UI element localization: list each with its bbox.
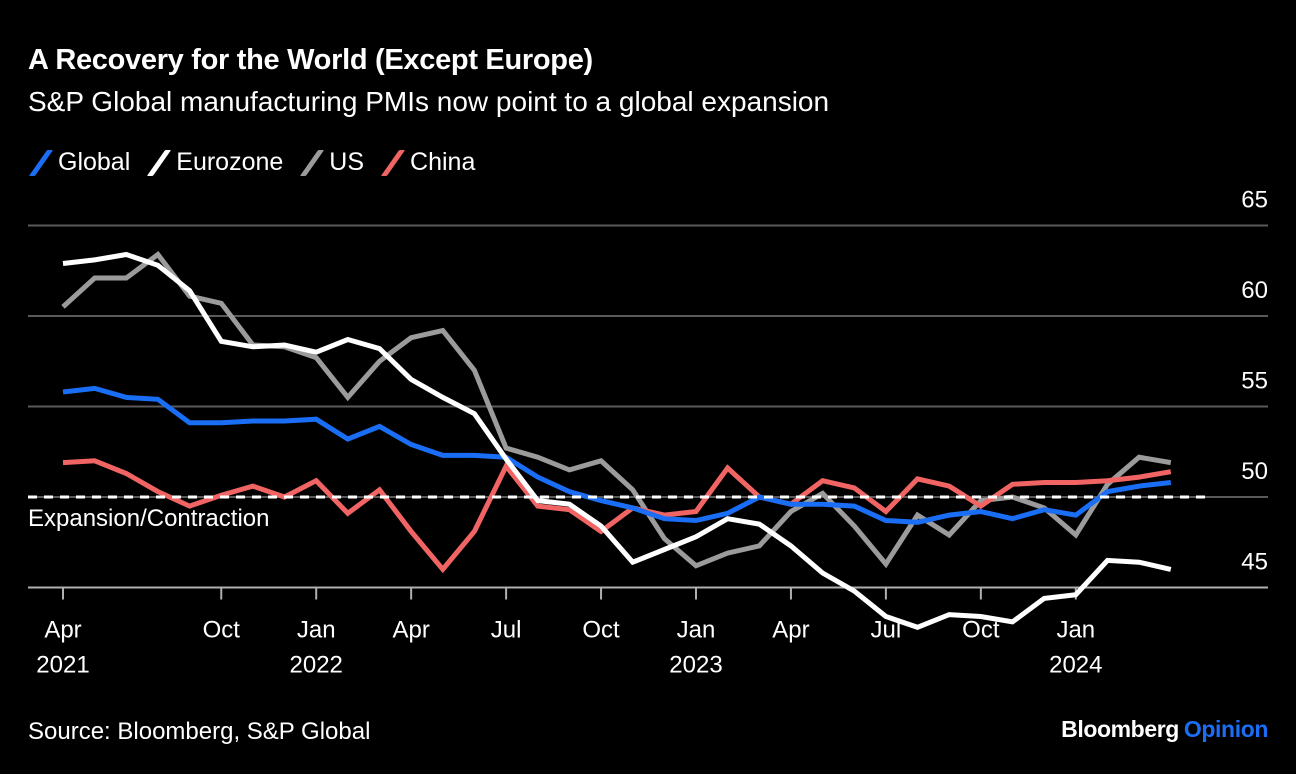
y-tick-label: 60 (1241, 277, 1268, 304)
x-tick-label: Oct (582, 617, 620, 644)
series-line-eurozone (62, 251, 1172, 630)
x-tick-label: Apr (772, 617, 809, 644)
legend-label-global: Global (58, 148, 131, 176)
chart-title: A Recovery for the World (Except Europe) (28, 44, 593, 76)
series-line-china (62, 458, 1172, 574)
y-tick-label: 50 (1241, 458, 1268, 485)
legend-label-china: China (410, 148, 476, 176)
legend: Global Eurozone US China (28, 148, 491, 177)
series-line-global (62, 385, 1172, 525)
source-note: Source: Bloomberg, S&P Global (28, 718, 371, 745)
x-tick-year-label: 2021 (36, 652, 89, 679)
x-tick-year-label: 2022 (290, 652, 343, 679)
x-tick-label: Jul (491, 617, 522, 644)
legend-label-eurozone: Eurozone (176, 148, 284, 176)
legend-item-china: China (380, 148, 475, 177)
x-tick-label: Oct (203, 617, 241, 644)
x-tick-label: Apr (44, 617, 81, 644)
y-tick-label: 55 (1241, 368, 1268, 395)
gridlines (28, 224, 1268, 498)
chart-subtitle: S&P Global manufacturing PMIs now point … (28, 86, 830, 117)
legend-item-global: Global (28, 148, 130, 177)
x-tick-year-label: 2023 (669, 652, 722, 679)
series-lines (61, 251, 1172, 630)
brand-logo: Bloomberg Opinion (1061, 716, 1268, 743)
x-tick-year-label: 2024 (1049, 652, 1102, 679)
x-tick-label: Jan (677, 617, 716, 644)
brand-main: Bloomberg (1061, 716, 1179, 742)
legend-item-eurozone: Eurozone (146, 148, 283, 177)
legend-item-us: US (299, 148, 364, 177)
y-axis-labels: 45 50 55 60 65 (1241, 187, 1268, 576)
x-tick-label: Apr (392, 617, 429, 644)
x-tick-label: Jan (297, 617, 336, 644)
legend-label-us: US (329, 148, 365, 176)
y-tick-label: 45 (1241, 549, 1268, 576)
y-tick-label: 65 (1241, 187, 1268, 214)
reference-line-label: Expansion/Contraction (28, 505, 269, 532)
x-tick-label: Jan (1056, 617, 1095, 644)
brand-accent: Opinion (1183, 716, 1268, 742)
reference-line: Expansion/Contraction (28, 495, 1205, 532)
